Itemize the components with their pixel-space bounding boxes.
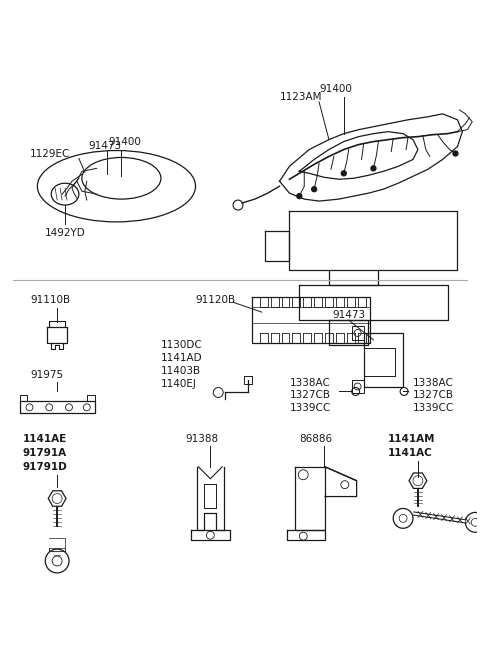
Text: 1141AD: 1141AD bbox=[161, 353, 203, 363]
Text: 91388: 91388 bbox=[186, 434, 219, 444]
Text: 1492YD: 1492YD bbox=[45, 228, 86, 238]
Text: 91975: 91975 bbox=[30, 369, 63, 380]
Text: 91791D: 91791D bbox=[23, 462, 67, 472]
Text: 1339CC: 1339CC bbox=[413, 403, 454, 413]
Text: 91400: 91400 bbox=[108, 137, 142, 147]
Text: 1130DC: 1130DC bbox=[161, 340, 203, 350]
Text: 1141AE: 1141AE bbox=[23, 434, 67, 444]
Text: 1327CB: 1327CB bbox=[413, 390, 454, 400]
Text: 1338AC: 1338AC bbox=[289, 377, 330, 388]
Bar bbox=[352, 379, 363, 394]
Bar bbox=[352, 326, 363, 340]
Text: 1141AC: 1141AC bbox=[388, 448, 433, 458]
Text: 86886: 86886 bbox=[300, 434, 333, 444]
Text: 1338AC: 1338AC bbox=[413, 377, 454, 388]
Text: 11403B: 11403B bbox=[161, 365, 201, 376]
Circle shape bbox=[297, 194, 302, 198]
Text: 91473: 91473 bbox=[332, 310, 365, 320]
Text: 91791A: 91791A bbox=[23, 448, 67, 458]
Text: 1140EJ: 1140EJ bbox=[161, 379, 197, 388]
Text: 1339CC: 1339CC bbox=[289, 403, 331, 413]
Circle shape bbox=[312, 187, 317, 192]
Text: 91110B: 91110B bbox=[30, 295, 71, 305]
Text: 91120B: 91120B bbox=[195, 295, 236, 305]
Circle shape bbox=[453, 151, 458, 156]
Text: 91400: 91400 bbox=[319, 84, 352, 94]
Circle shape bbox=[371, 166, 376, 171]
Circle shape bbox=[341, 171, 346, 176]
Text: 1129EC: 1129EC bbox=[29, 149, 70, 159]
Text: 91473: 91473 bbox=[89, 141, 122, 151]
Text: 1327CB: 1327CB bbox=[289, 390, 330, 400]
Text: 1123AM: 1123AM bbox=[279, 92, 322, 102]
Text: 1141AM: 1141AM bbox=[388, 434, 436, 444]
